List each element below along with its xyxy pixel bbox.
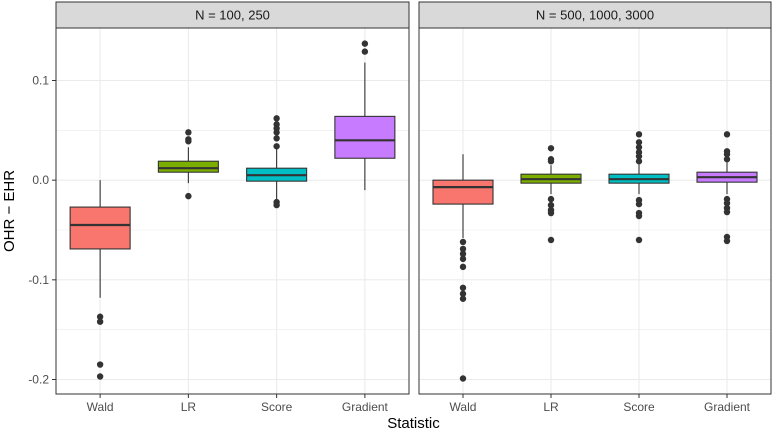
outlier-point [273,129,280,136]
panel-1: N = 100, 250 Wald LR Score Gradient [55,1,410,414]
outlier-point [361,40,369,47]
outlier-point [96,361,104,368]
box-score [608,131,670,244]
panel-2: N = 500, 1000, 3000 Wald LR Score Gradient [418,1,772,414]
box-body [334,115,396,159]
outlier-point [635,153,643,160]
outlier-point [723,237,731,245]
outlier-point [185,129,192,136]
outlier-point [273,115,280,122]
panel-strip-title: N = 100, 250 [195,8,270,23]
outlier-point [635,131,643,138]
outlier-point [635,144,643,151]
y-tick-label: -0.2 [28,373,49,387]
outlier-point [459,250,467,258]
x-tick-label: LR [543,400,559,414]
outlier-point [459,263,467,271]
y-tick-label: -0.1 [28,273,49,287]
outlier-point [459,295,467,302]
outlier-point [459,255,467,263]
x-tick-label: Score [261,400,293,414]
outlier-point [459,284,467,292]
outlier-point [547,158,555,165]
outlier-point [547,201,555,209]
panel-background [419,28,771,394]
outlier-point [547,145,555,152]
outlier-point [459,375,467,382]
outlier-point [96,373,104,380]
box-wald [432,154,494,382]
x-tick-label: Gradient [704,400,751,414]
y-tick-label: 0.1 [32,74,49,88]
x-tick-label: LR [181,400,197,414]
outlier-point [459,238,467,246]
y-axis-title: OHR − EHR [1,170,18,252]
x-axis-title: Statistic [387,415,440,432]
outlier-point [723,199,731,207]
outlier-point [547,209,555,217]
outlier-point [635,158,643,165]
outlier-point [635,212,643,220]
x-tick-label: Gradient [342,400,389,414]
outlier-point [185,138,192,145]
outlier-point [723,156,731,163]
outlier-point [723,208,731,216]
outlier-point [547,236,555,244]
outlier-point [273,143,280,150]
outlier-point [547,195,555,203]
outlier-point [459,290,467,297]
outlier-point [723,131,731,138]
outlier-point [361,48,369,55]
x-tick-label: Wald [450,400,477,414]
y-tick-label: 0.0 [32,173,49,187]
outlier-point [273,201,280,209]
panel-border [418,27,772,395]
panel-strip-title: N = 500, 1000, 3000 [536,8,654,23]
box-body [69,206,131,250]
box-wald [69,180,131,380]
panel-border [55,27,410,395]
outlier-point [96,318,104,325]
box-score [246,115,308,209]
box-lr [157,129,219,200]
outlier-point [635,139,643,146]
outlier-point [96,313,104,320]
outlier-point [459,245,467,253]
box-body [432,179,494,205]
box-body [157,160,219,173]
outlier-point [635,236,643,244]
panel-strip [418,1,772,29]
outlier-point [273,135,280,142]
box-gradient [696,131,758,245]
box-lr [520,145,582,244]
outlier-point [185,192,192,200]
x-tick-label: Wald [87,400,114,414]
x-tick-label: Score [623,400,655,414]
box-gradient [334,40,396,191]
outlier-point [723,151,731,158]
outlier-point [635,200,643,208]
panel-strip [55,1,410,29]
